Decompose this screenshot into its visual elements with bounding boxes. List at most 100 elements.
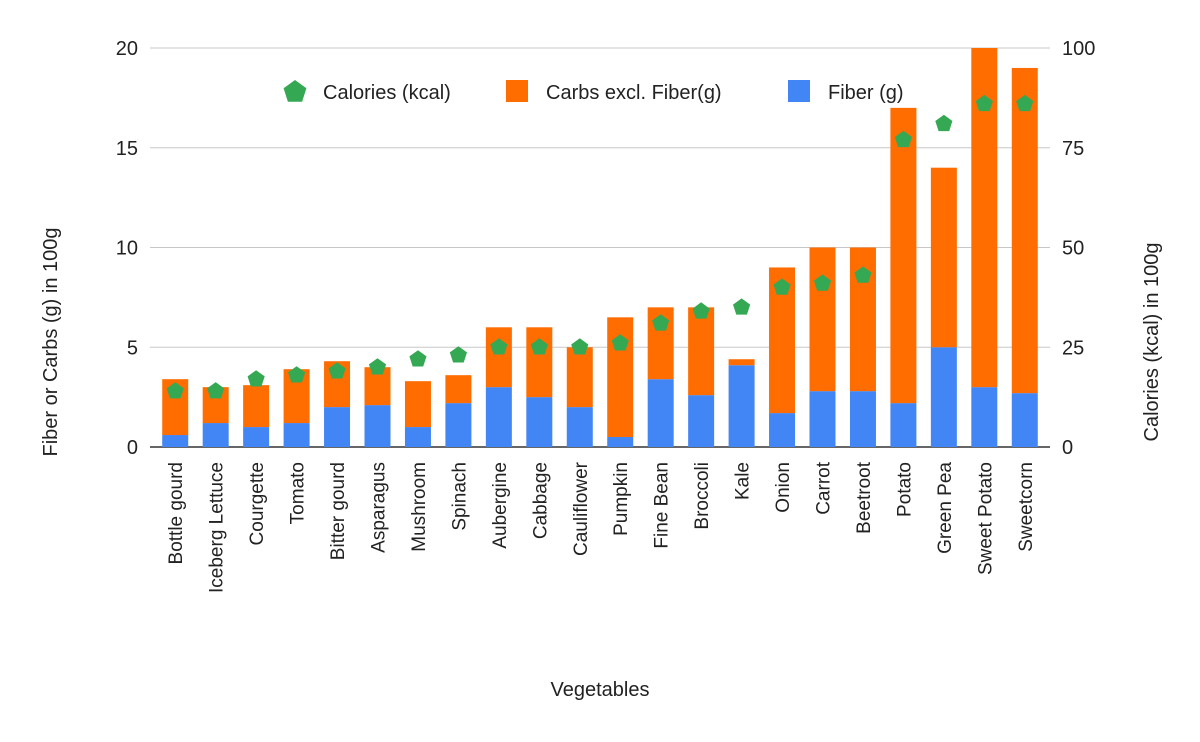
category-label: Green Pea [935,462,956,554]
calorie-point [207,382,225,399]
calorie-point [490,338,508,355]
legend-carbs-swatch [506,80,528,102]
category-label: Sweet Potato [975,462,996,575]
calorie-point [288,366,306,383]
category-label: Bottle gourd [166,462,187,564]
category-label: Bitter gourd [328,462,349,560]
bar-carbs [809,247,836,392]
category-label: Tomato [288,462,309,524]
bar-fiber [566,407,593,447]
bar-fiber [728,365,755,447]
calorie-point [733,298,751,315]
category-label: Mushroom [409,462,430,552]
bar-fiber [283,423,310,447]
bar-carbs [485,327,512,388]
bar-fiber [971,387,998,447]
calorie-point [773,278,791,295]
calorie-point [530,338,548,355]
category-label: Beetroot [854,461,875,534]
y-tick-label: 10 [116,238,138,260]
category-label: Sweetcorn [1016,462,1037,552]
calorie-point [652,314,670,331]
y2-tick-label: 100 [1062,38,1095,60]
bar-fiber [769,413,796,447]
calorie-point [813,274,832,291]
bar-fiber [809,391,836,447]
bar-carbs [688,307,715,396]
bar-series [162,48,1038,447]
category-label: Cabbage [530,462,551,539]
bar-carbs [1011,67,1038,394]
category-label: Pumpkin [611,462,632,536]
calorie-point [328,362,346,379]
bar-carbs [728,359,755,366]
bar-carbs [890,107,917,404]
calorie-point [1016,94,1034,112]
category-label: Potato [894,462,915,517]
legend: Calories (kcal) Carbs excl. Fiber(g) Fib… [283,80,904,104]
bar-fiber [162,435,189,447]
category-label: Spinach [449,462,470,531]
y-axis-title: Fiber or Carbs (g) in 100g [40,228,62,457]
bar-fiber [526,397,553,447]
bar-fiber [1011,393,1038,447]
calorie-point [611,334,629,351]
bar-fiber [485,387,512,447]
calorie-point [409,350,427,367]
category-label: Onion [773,462,794,513]
y2-axis-title: Calories (kcal) in 100g [1141,243,1163,442]
y2-tick-label: 50 [1062,238,1084,260]
y2-tick-label: 25 [1062,337,1084,359]
bar-fiber [404,427,431,447]
bar-fiber [930,347,957,447]
calorie-point [692,302,710,319]
legend-calories-marker [283,80,307,102]
calorie-points [166,94,1034,399]
calorie-point [449,346,467,363]
bar-fiber [647,379,674,447]
category-label: Iceberg Lettuce [207,462,228,593]
bar-carbs [445,375,472,404]
bar-carbs [930,167,957,348]
calorie-point [935,114,953,132]
y2-tick-label: 75 [1062,138,1084,160]
bar-fiber [607,437,634,447]
legend-carbs-label: Carbs excl. Fiber(g) [546,82,722,104]
bar-fiber [243,427,270,447]
y-tick-label: 0 [127,437,138,459]
bar-carbs [526,327,553,398]
calorie-point [368,358,387,375]
calorie-point [247,370,265,387]
category-label: Kale [733,462,754,500]
y2-tick-label: 0 [1062,437,1073,459]
calorie-point [166,382,184,399]
legend-fiber-swatch [788,80,810,102]
calorie-point [975,94,993,112]
legend-fiber-label: Fiber (g) [828,82,904,104]
category-label: Asparagus [369,462,390,553]
bar-fiber [688,395,715,447]
calorie-point [571,338,589,355]
category-label: Cauliflower [571,461,592,556]
legend-calories-label: Calories (kcal) [323,82,451,104]
bar-fiber [202,423,229,447]
y-tick-label: 20 [116,38,138,60]
y-tick-label: 5 [127,337,138,359]
bar-fiber [445,403,472,447]
bar-fiber [364,405,391,447]
bar-fiber [849,391,876,447]
category-label: Courgette [247,462,268,545]
category-labels: Bottle gourd Iceberg Lettuce Courgette Toma… [166,461,1037,593]
bar-fiber [324,407,351,447]
calorie-point [894,130,912,148]
bar-carbs [404,381,431,428]
category-label: Fine Bean [652,462,673,549]
calorie-point [854,266,872,283]
category-label: Carrot [814,461,835,515]
bar-carbs [243,385,270,428]
x-axis-title: Vegetables [551,679,650,701]
y-tick-label: 15 [116,138,138,160]
bar-fiber [890,403,917,447]
axis-ticks: 0 5 10 15 20 0 25 50 75 100 [116,38,1096,459]
